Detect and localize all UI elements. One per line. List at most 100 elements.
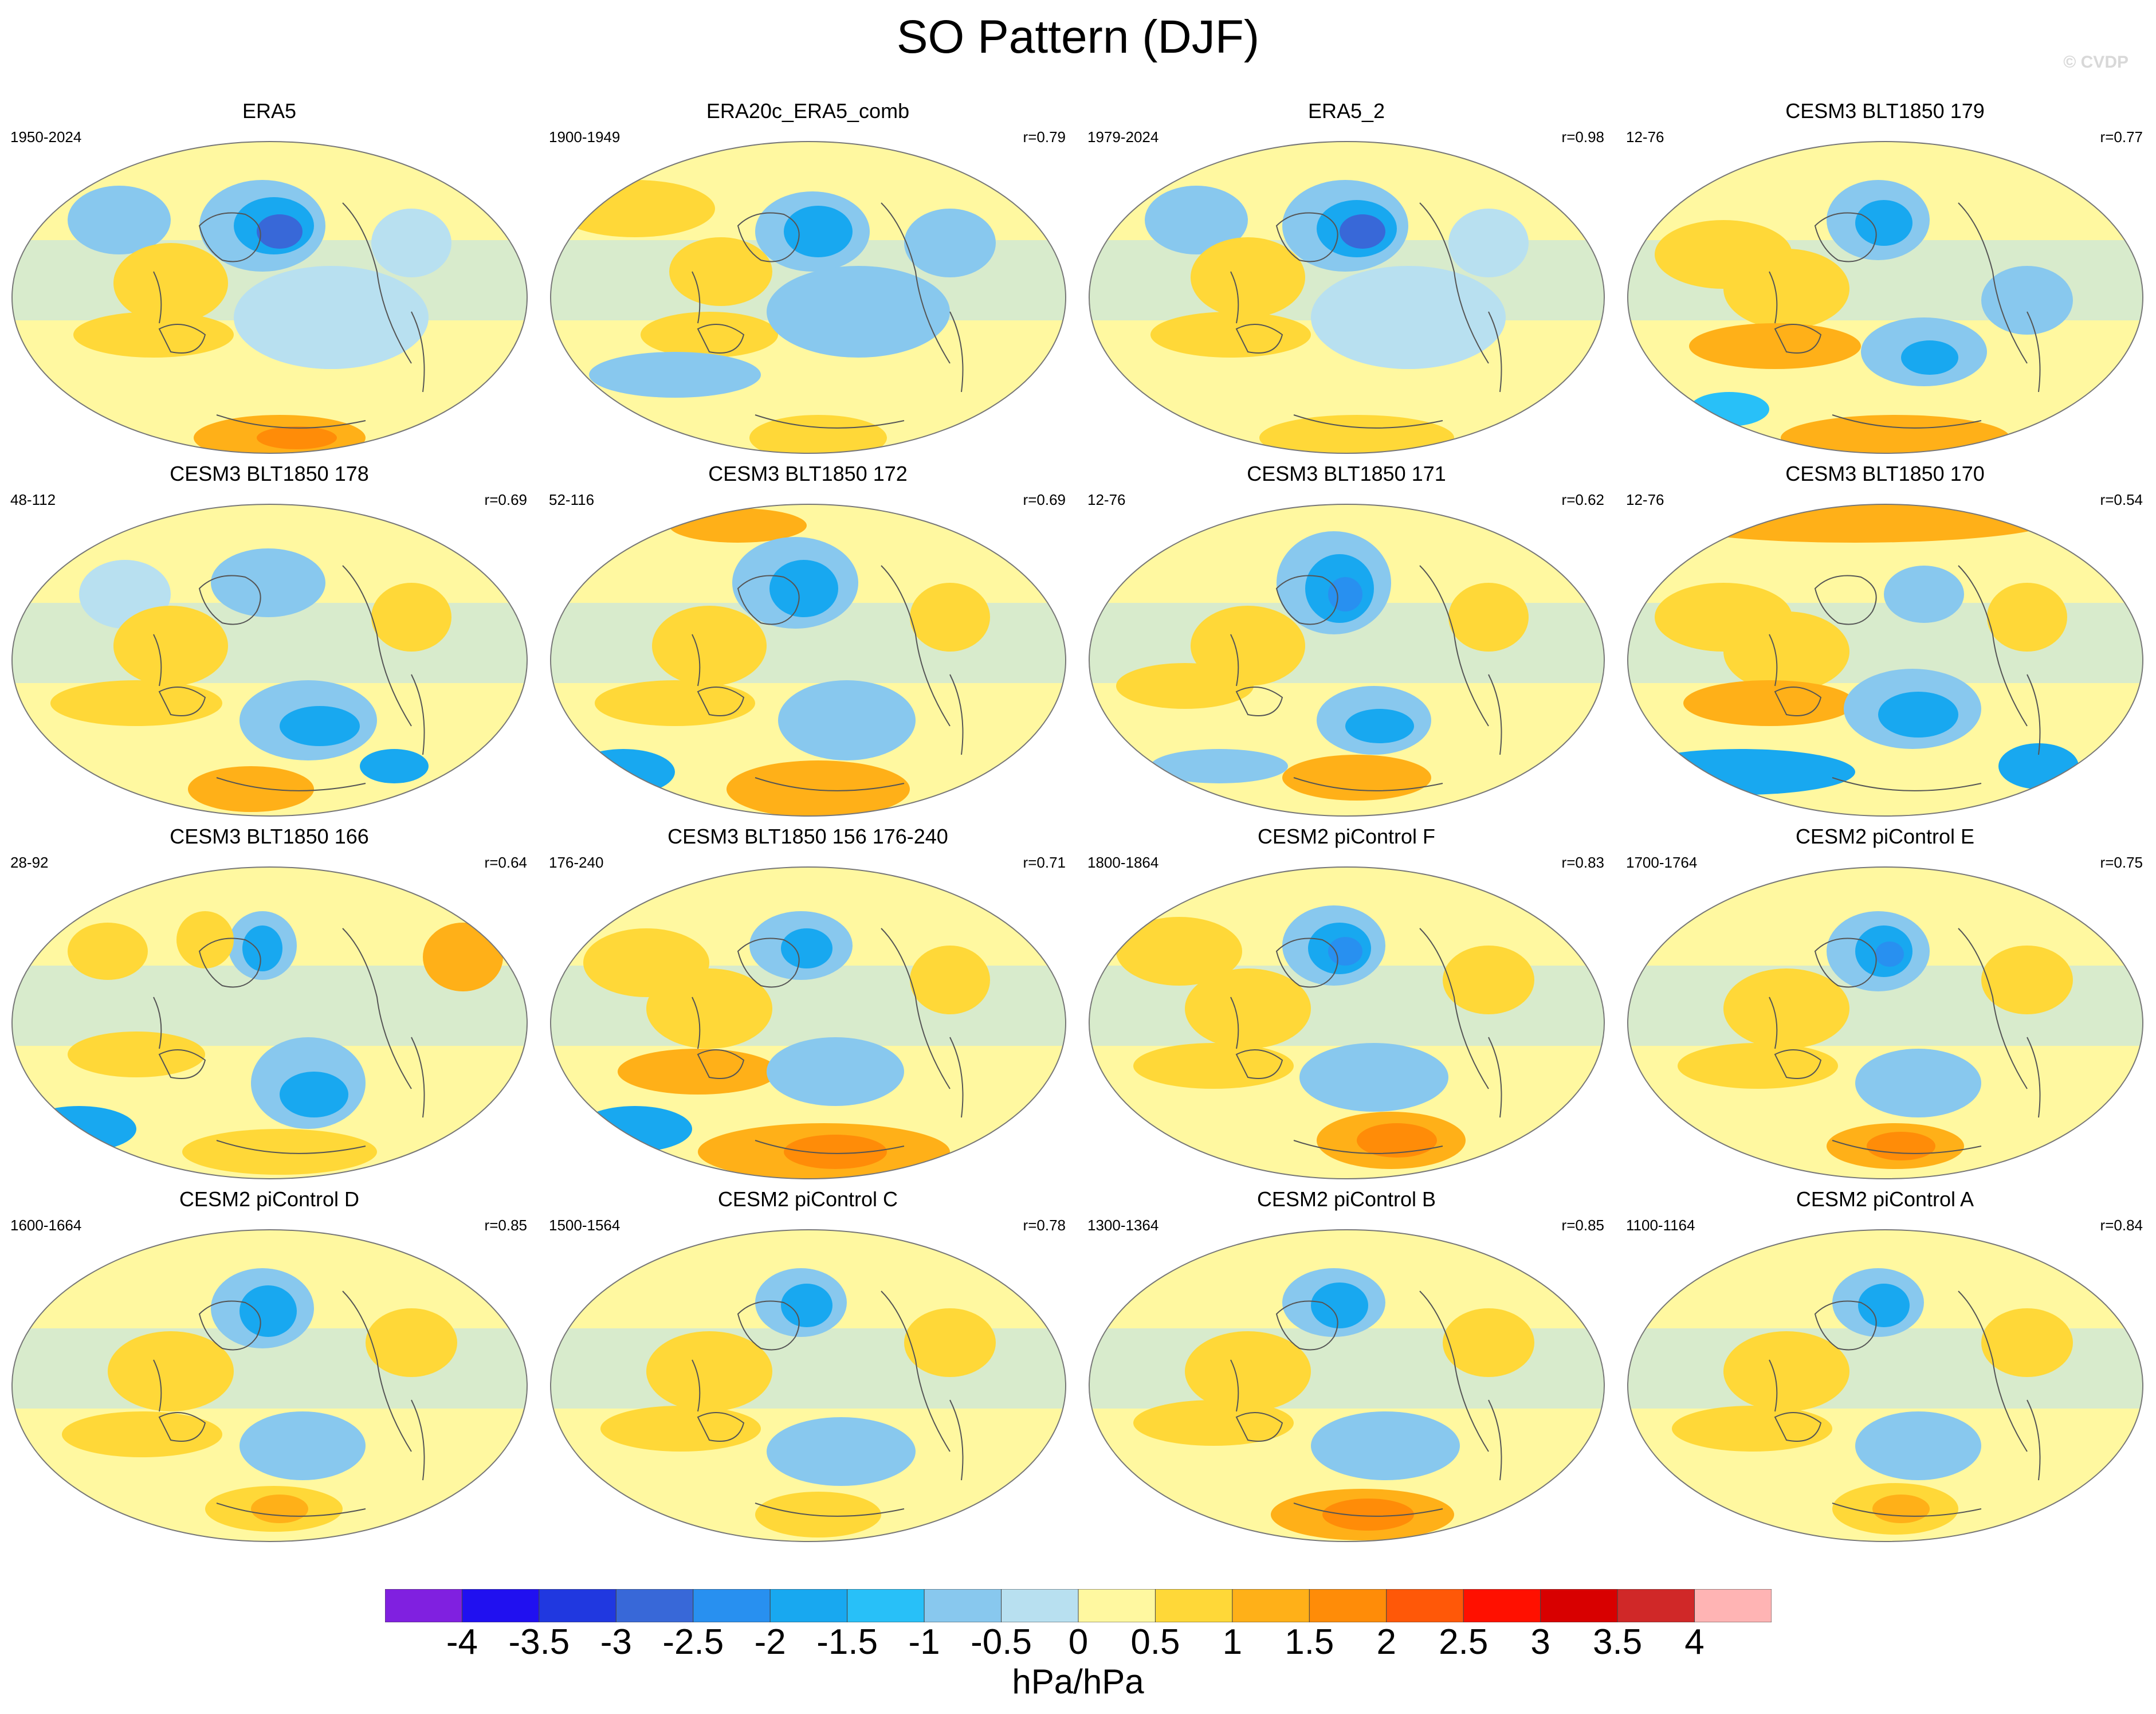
contour-region [182, 1129, 377, 1175]
map-border [1089, 141, 1605, 454]
colorbar-swatch [615, 1589, 694, 1622]
contour-region [784, 206, 853, 257]
map-border [550, 141, 1066, 454]
colorbar-swatch [1232, 1589, 1310, 1622]
colorbar-tick-label: -1 [908, 1622, 940, 1662]
contour-region [1858, 1284, 1910, 1327]
panel-title: CESM2 piControl D [179, 1187, 360, 1211]
colorbar-swatch [1463, 1589, 1541, 1622]
map-panel: CESM2 piControl E 1700-1764 r=0.75 [1616, 824, 2154, 1182]
contour-region [1723, 968, 1849, 1049]
contour-region [1683, 680, 1855, 726]
map-border [550, 866, 1066, 1179]
coastline [1230, 1291, 1502, 1517]
colorbar-swatch [924, 1589, 1002, 1622]
colorbar-tick-label: 1.5 [1285, 1622, 1334, 1662]
panel-title: ERA5 [242, 99, 297, 123]
contour-region [62, 1411, 222, 1457]
coastline [1230, 928, 1502, 1154]
map-panel: CESM3 BLT1850 179 12-76 r=0.77 [1616, 99, 2154, 457]
panel-correlation: r=0.62 [1561, 491, 1604, 508]
coastline [692, 1291, 964, 1517]
contour-region [1299, 1043, 1448, 1112]
panel-period: 12-76 [1087, 491, 1126, 508]
map-plot [11, 1229, 528, 1542]
colorbar-units: hPa/hPa [1012, 1662, 1144, 1701]
panel-period: 12-76 [1626, 128, 1664, 146]
map-panel: ERA20c_ERA5_comb 1900-1949 r=0.79 [539, 99, 1077, 457]
contour-region [1191, 606, 1305, 686]
colorbar-tick-label: 4 [1684, 1622, 1705, 1662]
panel-title: CESM3 BLT1850 179 [1785, 99, 1985, 123]
panel-correlation: r=0.85 [484, 1217, 527, 1234]
panel-correlation: r=0.85 [1561, 1217, 1604, 1234]
contour-region [767, 1417, 916, 1486]
contour-region [257, 426, 337, 449]
contour-region [1133, 1043, 1294, 1089]
contour-region [239, 1285, 297, 1337]
colorbar [385, 1589, 1772, 1622]
map-plot [1089, 866, 1605, 1179]
contour-region [68, 1031, 205, 1077]
panel-correlation: r=0.71 [1023, 854, 1066, 871]
contour-region [767, 266, 950, 358]
map-border [11, 866, 528, 1179]
contour-region [1328, 937, 1362, 966]
contour-region [68, 186, 171, 254]
panel-period: 1100-1164 [1626, 1217, 1695, 1234]
contour-region [1855, 1411, 1981, 1480]
map-plot [550, 141, 1066, 454]
contour-region [669, 237, 772, 306]
panel-title: CESM3 BLT1850 172 [708, 462, 908, 485]
contour-region [1133, 1400, 1294, 1446]
contour-region [1357, 1123, 1437, 1158]
contour-region [1311, 266, 1506, 369]
map-plot [1627, 1229, 2143, 1542]
map-plot [1089, 141, 1605, 454]
contour-region [1867, 1132, 1935, 1160]
map-border [11, 1229, 528, 1542]
contour-region [113, 606, 228, 686]
panel-title: CESM2 piControl C [717, 1187, 898, 1211]
panel-correlation: r=0.77 [2100, 128, 2143, 146]
coastline [1769, 202, 2041, 429]
map-border [11, 141, 528, 454]
contour-region [280, 706, 360, 746]
panel-period: 1979-2024 [1087, 128, 1159, 146]
map-border [1089, 1229, 1605, 1542]
panel-title: CESM3 BLT1850 166 [170, 825, 369, 848]
contour-region [1340, 214, 1385, 249]
colorbar-tick-label: 0 [1068, 1622, 1089, 1662]
colorbar-swatch [1540, 1589, 1618, 1622]
panel-period: 12-76 [1626, 491, 1664, 508]
contour-region [1282, 755, 1431, 801]
contour-region [1191, 237, 1305, 317]
panel-correlation: r=0.79 [1023, 128, 1066, 146]
contour-region [22, 1106, 136, 1152]
panel-correlation: r=0.54 [2100, 491, 2143, 508]
panel-correlation: r=0.75 [2100, 854, 2143, 871]
map-plot [1627, 141, 2143, 454]
map-panel: CESM3 BLT1850 172 52-116 r=0.69 [539, 461, 1077, 819]
contour-region [1628, 749, 1855, 795]
panel-period: 1950-2024 [10, 128, 82, 146]
panel-title: CESM2 piControl A [1796, 1187, 1974, 1211]
contour-region [1689, 323, 1861, 369]
contour-region [1185, 1331, 1311, 1411]
watermark: © CVDP [2063, 53, 2128, 72]
colorbar-tick-label: 0.5 [1130, 1622, 1180, 1662]
coastline [153, 202, 425, 429]
contour-region [578, 1106, 692, 1152]
contour-region [234, 266, 429, 369]
coastline [1769, 565, 2041, 791]
contour-region [1723, 1331, 1849, 1411]
contour-region [1150, 749, 1288, 783]
map-border [550, 1229, 1066, 1542]
map-plot [11, 504, 528, 817]
colorbar-tick-label: -1.5 [816, 1622, 878, 1662]
map-panel: CESM2 piControl D 1600-1664 r=0.85 [0, 1187, 539, 1545]
contour-region [652, 606, 767, 686]
panel-period: 48-112 [10, 491, 56, 508]
panel-title: ERA5_2 [1307, 99, 1385, 123]
colorbar-swatch [385, 1589, 462, 1622]
